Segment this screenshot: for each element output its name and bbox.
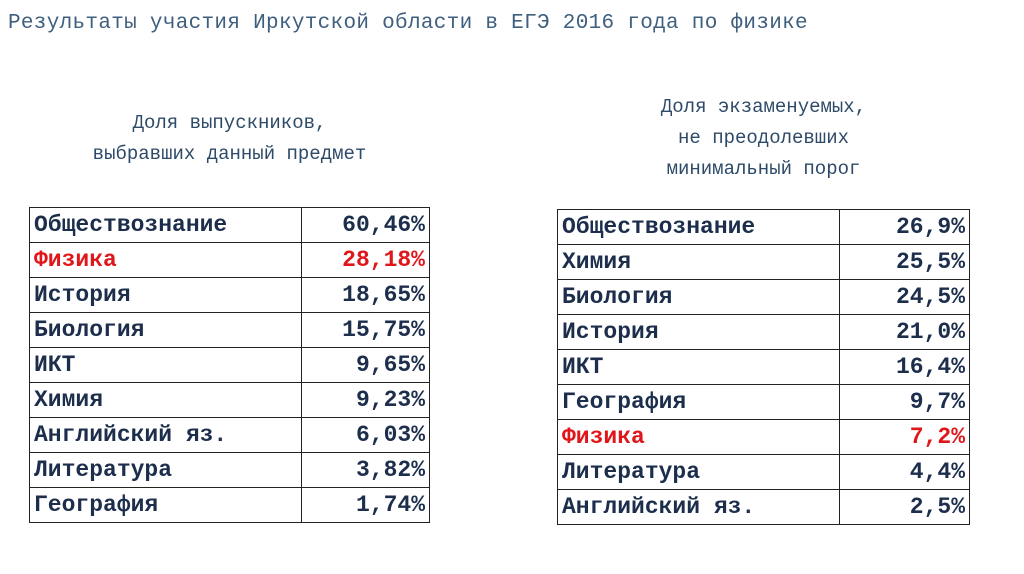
value-cell: 28,18% [301, 242, 430, 278]
table-row: История 21,0% [556, 314, 970, 350]
heading-line: минимальный порог [666, 158, 861, 180]
heading-line: Доля выпускников, [132, 112, 327, 134]
value-cell: 24,5% [839, 279, 970, 315]
subject-cell: Английский яз. [556, 489, 841, 525]
subject-cell: Биология [556, 279, 841, 315]
table-row: Биология 24,5% [556, 279, 970, 315]
table-row: Химия 25,5% [556, 244, 970, 280]
table-row: Физика 28,18% [28, 242, 430, 278]
value-cell: 3,82% [301, 452, 430, 488]
subject-cell: Химия [556, 244, 841, 280]
subject-cell: Биология [28, 312, 303, 348]
value-cell: 7,2% [839, 419, 970, 455]
table-row: Литература 3,82% [28, 452, 430, 488]
subject-cell: Физика [556, 419, 841, 455]
value-cell: 16,4% [839, 349, 970, 385]
value-cell: 21,0% [839, 314, 970, 350]
table-row: Физика 7,2% [556, 419, 970, 455]
value-cell: 1,74% [301, 487, 430, 523]
table-row: Обществознание 26,9% [556, 209, 970, 245]
table: Обществознание 60,46% Физика 28,18% История 1… [28, 207, 430, 523]
table-row: География 1,74% [28, 487, 430, 523]
value-cell: 26,9% [839, 209, 970, 245]
table-row: Химия 9,23% [28, 382, 430, 418]
value-cell: 4,4% [839, 454, 970, 490]
value-cell: 9,23% [301, 382, 430, 418]
table-row: Биология 15,75% [28, 312, 430, 348]
subject-cell: Физика [28, 242, 303, 278]
table-heading: Доля экзаменуемых, не преодолевших минимал… [557, 92, 970, 185]
table: Обществознание 26,9% Химия 25,5% Биология 24,… [556, 209, 970, 525]
value-cell: 60,46% [301, 207, 430, 243]
table-row: Литература 4,4% [556, 454, 970, 490]
subject-cell: Обществознание [556, 209, 841, 245]
subject-cell: География [556, 384, 841, 420]
slide-title: Результаты участия Иркутской области в Е… [8, 12, 808, 35]
table-row: Английский яз. 6,03% [28, 417, 430, 453]
value-cell: 18,65% [301, 277, 430, 313]
subject-cell: Обществознание [28, 207, 303, 243]
subject-cell: Химия [28, 382, 303, 418]
value-cell: 6,03% [301, 417, 430, 453]
heading-line: Доля экзаменуемых, [660, 96, 867, 118]
subject-cell: ИКТ [28, 347, 303, 383]
subject-cell: Литература [28, 452, 303, 488]
subject-cell: Литература [556, 454, 841, 490]
subject-cell: ИКТ [556, 349, 841, 385]
table-row: ИКТ 16,4% [556, 349, 970, 385]
value-cell: 2,5% [839, 489, 970, 525]
table-row: ИКТ 9,65% [28, 347, 430, 383]
heading-line: не преодолевших [677, 127, 850, 149]
value-cell: 25,5% [839, 244, 970, 280]
subject-cell: Английский яз. [28, 417, 303, 453]
subject-cell: История [28, 277, 303, 313]
subject-cell: История [556, 314, 841, 350]
table-heading: Доля выпускников, выбравших данный предме… [29, 108, 430, 170]
value-cell: 9,65% [301, 347, 430, 383]
subject-cell: География [28, 487, 303, 523]
table-row: География 9,7% [556, 384, 970, 420]
table-row: История 18,65% [28, 277, 430, 313]
value-cell: 9,7% [839, 384, 970, 420]
table-row: Обществознание 60,46% [28, 207, 430, 243]
value-cell: 15,75% [301, 312, 430, 348]
table-row: Английский яз. 2,5% [556, 489, 970, 525]
heading-line: выбравших данный предмет [92, 143, 367, 165]
